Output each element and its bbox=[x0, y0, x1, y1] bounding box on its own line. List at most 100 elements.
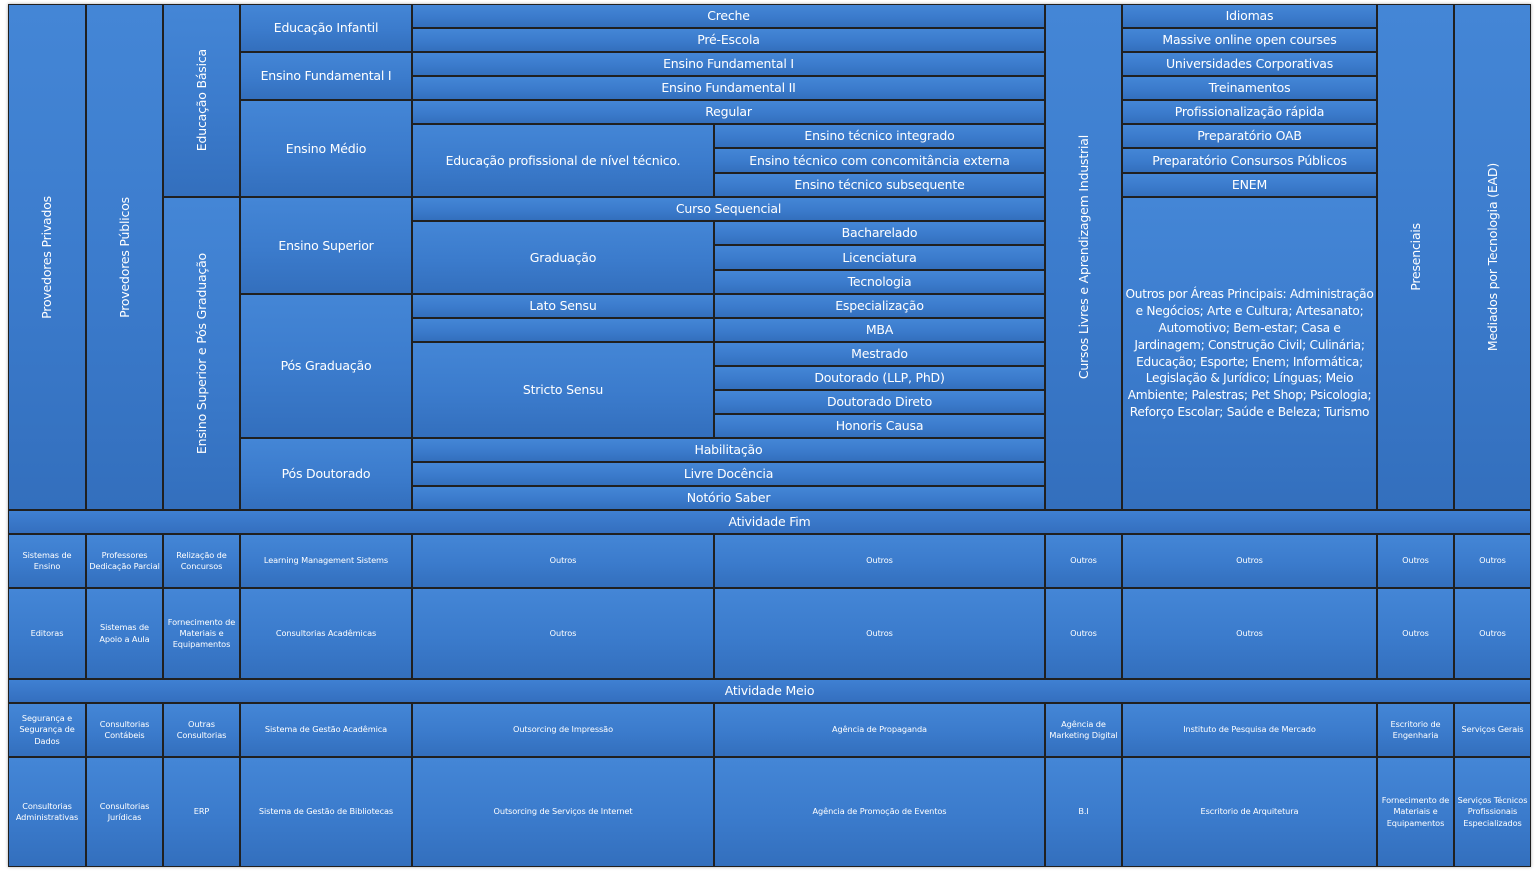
item-honoris-causa-label: Honoris Causa bbox=[835, 418, 924, 434]
atividade-fim-band: Atividade Fim bbox=[8, 510, 1531, 534]
atividade-meio-row-2-cell-label: Sistema de Gestão de Bibliotecas bbox=[258, 806, 394, 817]
item-tecnologia-label: Tecnologia bbox=[847, 274, 912, 290]
atividade-meio-row-2-cell: ERP bbox=[163, 757, 240, 867]
item-habilitacao: Habilitação bbox=[412, 438, 1045, 462]
atividade-fim-row-2-cell-label: Outros bbox=[866, 627, 893, 638]
atividade-meio-row-2-cell: Consultorias Administrativas bbox=[8, 757, 86, 867]
item-tecnico-integrado: Ensino técnico integrado bbox=[714, 124, 1045, 148]
atividade-meio-row-1-cell: Agência de Propaganda bbox=[714, 703, 1045, 757]
item-habilitacao-label: Habilitação bbox=[694, 442, 763, 458]
atividade-fim-row-2-cell: Outros bbox=[1045, 588, 1122, 679]
basic-education-label: Educação Básica bbox=[193, 49, 209, 152]
item-especializacao: Especialização bbox=[714, 294, 1045, 318]
item-especializacao-label: Especialização bbox=[835, 298, 924, 314]
course-enem-label: ENEM bbox=[1231, 177, 1268, 193]
atividade-fim-row-2-cell-label: Sistemas de Apoio a Aula bbox=[99, 622, 150, 644]
atividade-meio-row-1-cell-label: Segurança e Segurança de Dados bbox=[19, 713, 75, 746]
atividade-meio-row-2-cell-label: Consultorias Administrativas bbox=[15, 800, 79, 822]
atividade-fim-title: Atividade Fim bbox=[728, 514, 811, 530]
atividade-fim-row-1-cell-label: Sistemas de Ensino bbox=[22, 549, 72, 571]
item-lato-sensu: Lato Sensu bbox=[412, 294, 714, 318]
item-graduacao: Graduação bbox=[412, 221, 714, 294]
course-prof-rapida: Profissionalização rápida bbox=[1122, 100, 1377, 124]
level-pos-graduacao-label: Pós Graduação bbox=[280, 358, 372, 374]
atividade-meio-row-2-cell: Sistema de Gestão de Bibliotecas bbox=[240, 757, 412, 867]
course-univ-corporativas: Universidades Corporativas bbox=[1122, 52, 1377, 76]
atividade-meio-row-1-cell-label: Outras Consultorias bbox=[176, 718, 227, 740]
atividade-fim-row-2-cell: Outros bbox=[1377, 588, 1454, 679]
item-fundamental-1: Ensino Fundamental I bbox=[412, 52, 1045, 76]
atividade-fim-row-1-cell-label: Relização de Concursos bbox=[176, 549, 227, 571]
atividade-meio-row-1-cell: Sistema de Gestão Acadêmica bbox=[240, 703, 412, 757]
presential-header: Presenciais bbox=[1377, 4, 1454, 510]
item-educacao-profissional: Educação profissional de nível técnico. bbox=[412, 124, 714, 197]
item-regular-label: Regular bbox=[705, 104, 752, 120]
course-oab-label: Preparatório OAB bbox=[1197, 128, 1302, 144]
atividade-meio-row-2-cell-label: B.I bbox=[1078, 806, 1089, 817]
item-pre-escola: Pré-Escola bbox=[412, 28, 1045, 52]
atividade-meio-row-1-cell-label: Consultorias Contábeis bbox=[99, 718, 150, 740]
item-mba: MBA bbox=[714, 318, 1045, 342]
atividade-fim-row-2-cell: Outros bbox=[714, 588, 1045, 679]
private-providers-header: Provedores Privados bbox=[8, 4, 86, 510]
atividade-fim-row-2-cell: Consultorias Acadêmicas bbox=[240, 588, 412, 679]
course-idiomas: Idiomas bbox=[1122, 4, 1377, 28]
presential-label: Presenciais bbox=[1407, 223, 1423, 291]
atividade-fim-row-1-cell-label: Outros bbox=[1402, 555, 1429, 566]
level-infantil: Educação Infantil bbox=[240, 4, 412, 52]
level-superior-label: Ensino Superior bbox=[278, 237, 374, 253]
level-medio-label: Ensino Médio bbox=[285, 140, 367, 156]
atividade-fim-row-1-cell: Relização de Concursos bbox=[163, 534, 240, 588]
item-notorio-saber: Notório Saber bbox=[412, 486, 1045, 510]
level-infantil-label: Educação Infantil bbox=[273, 20, 379, 36]
item-graduacao-label: Graduação bbox=[529, 249, 597, 265]
atividade-meio-band: Atividade Meio bbox=[8, 679, 1531, 703]
item-bacharelado-label: Bacharelado bbox=[841, 225, 918, 241]
course-outros-areas-label: Outros por Áreas Principais: Administraç… bbox=[1125, 287, 1374, 419]
atividade-fim-row-2-cell: Outros bbox=[412, 588, 714, 679]
atividade-fim-row-1-cell-label: Outros bbox=[1236, 555, 1263, 566]
atividade-meio-row-1-cell-label: Sistema de Gestão Acadêmica bbox=[264, 724, 388, 735]
item-mestrado: Mestrado bbox=[714, 342, 1045, 366]
item-doutorado-direto-label: Doutorado Direto bbox=[826, 394, 933, 410]
atividade-meio-row-2-cell: Escritorio de Arquitetura bbox=[1122, 757, 1377, 867]
course-oab: Preparatório OAB bbox=[1122, 124, 1377, 148]
ead-header: Mediados por Tecnologia (EAD) bbox=[1454, 4, 1531, 510]
atividade-fim-row-1-cell: Outros bbox=[1122, 534, 1377, 588]
item-tecnico-concomitancia-label: Ensino técnico com concomitância externa bbox=[749, 152, 1010, 168]
atividade-fim-row-1-cell: Outros bbox=[1454, 534, 1531, 588]
higher-education-label: Ensino Superior e Pós Graduação bbox=[193, 252, 209, 455]
atividade-meio-row-2-cell-label: Escritorio de Arquitetura bbox=[1200, 806, 1299, 817]
item-curso-sequencial: Curso Sequencial bbox=[412, 197, 1045, 221]
basic-education-header: Educação Básica bbox=[163, 4, 240, 197]
atividade-fim-row-1-cell: Outros bbox=[714, 534, 1045, 588]
atividade-fim-row-2-cell-label: Editoras bbox=[30, 627, 64, 638]
public-providers-label: Provedores Públicos bbox=[116, 196, 132, 318]
item-licenciatura: Licenciatura bbox=[714, 245, 1045, 270]
level-pos-graduacao: Pós Graduação bbox=[240, 294, 412, 438]
atividade-fim-row-2-cell: Outros bbox=[1454, 588, 1531, 679]
item-tecnico-subsequente: Ensino técnico subsequente bbox=[714, 173, 1045, 197]
item-curso-sequencial-label: Curso Sequencial bbox=[675, 201, 782, 217]
item-notorio-saber-label: Notório Saber bbox=[686, 490, 771, 506]
atividade-meio-row-1-cell: Consultorias Contábeis bbox=[86, 703, 163, 757]
atividade-meio-row-1-cell-label: Escritorio de Engenharia bbox=[1390, 718, 1441, 740]
atividade-fim-row-1-cell: Learning Management Sistems bbox=[240, 534, 412, 588]
item-bacharelado: Bacharelado bbox=[714, 221, 1045, 245]
atividade-meio-row-2-cell-label: Consultorias Jurídicas bbox=[99, 800, 150, 822]
atividade-fim-row-1-cell-label: Outros bbox=[866, 555, 893, 566]
atividade-meio-row-2-cell: Agência de Promoção de Eventos bbox=[714, 757, 1045, 867]
atividade-fim-row-2-cell-label: Consultorias Acadêmicas bbox=[275, 627, 377, 638]
ead-label: Mediados por Tecnologia (EAD) bbox=[1484, 162, 1500, 352]
item-educacao-profissional-label: Educação profissional de nível técnico. bbox=[445, 152, 681, 168]
item-tecnico-integrado-label: Ensino técnico integrado bbox=[804, 128, 955, 144]
atividade-fim-row-1-cell: Outros bbox=[1377, 534, 1454, 588]
level-fundamental: Ensino Fundamental I bbox=[240, 52, 412, 100]
item-doutorado-label: Doutorado (LLP, PhD) bbox=[814, 370, 945, 386]
higher-education-header: Ensino Superior e Pós Graduação bbox=[163, 197, 240, 510]
course-idiomas-label: Idiomas bbox=[1225, 8, 1274, 24]
course-outros-areas: Outros por Áreas Principais: Administraç… bbox=[1122, 197, 1377, 510]
item-doutorado: Doutorado (LLP, PhD) bbox=[714, 366, 1045, 390]
atividade-meio-row-1-cell-label: Serviços Gerais bbox=[1461, 724, 1524, 735]
item-honoris-causa: Honoris Causa bbox=[714, 414, 1045, 438]
